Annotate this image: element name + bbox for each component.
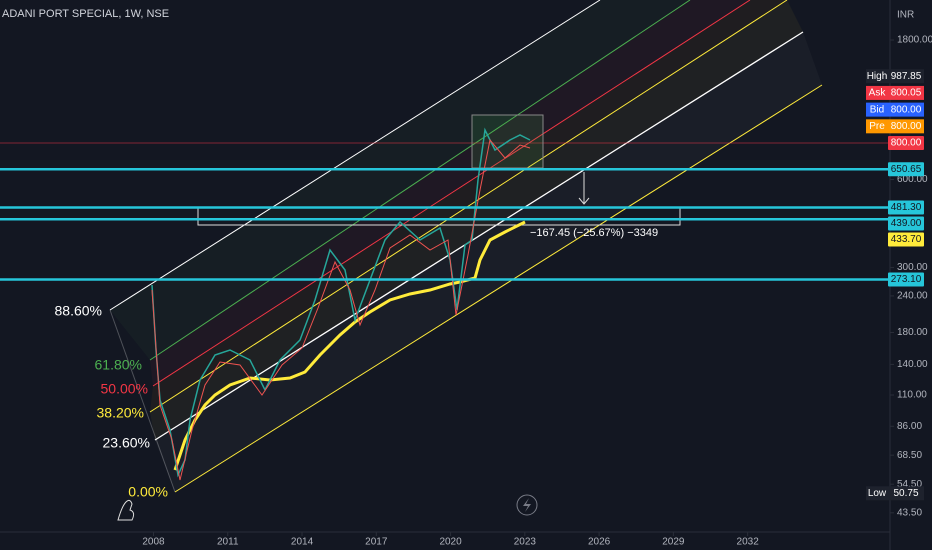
logo xyxy=(117,499,135,521)
quote-tag xyxy=(866,119,888,134)
price-badge-label: 273.10 xyxy=(891,274,922,285)
price-line xyxy=(151,138,531,481)
moving-average xyxy=(173,220,526,471)
price-badge xyxy=(888,272,924,287)
y-tick-label: 1800.00 xyxy=(897,35,932,46)
fib-edge xyxy=(109,309,176,493)
replay-icon xyxy=(523,498,531,512)
quote-value-label: 800.00 xyxy=(891,104,922,115)
y-tick-label: 68.50 xyxy=(897,450,922,461)
x-tick-label: 2032 xyxy=(737,537,760,548)
fib-line xyxy=(174,84,823,493)
fib-label: 23.60% xyxy=(103,435,150,451)
price-badge xyxy=(888,232,924,247)
y-tick-label: 600.00 xyxy=(897,174,928,185)
fib-line xyxy=(149,0,788,413)
fib-line xyxy=(152,0,751,387)
price-badge-label: 50.75 xyxy=(893,488,918,499)
quote-tag-label: Bid xyxy=(870,104,884,115)
y-tick-label: 110.00 xyxy=(897,390,927,401)
y-tick-label: 140.00 xyxy=(897,359,928,370)
price-badge xyxy=(888,200,924,215)
y-tick-label: 180.00 xyxy=(897,327,928,338)
quote-tag xyxy=(866,85,888,100)
quote-tag xyxy=(866,102,888,117)
quote-value xyxy=(888,119,924,134)
y-tick-label: 54.50 xyxy=(897,479,922,490)
y-tick-label: 43.50 xyxy=(897,507,922,518)
x-tick-label: 2011 xyxy=(217,537,239,548)
quote-value xyxy=(888,85,924,100)
price-badge-label: 481.30 xyxy=(891,202,922,213)
quote-value xyxy=(888,69,924,84)
y-tick-label: 300.00 xyxy=(897,262,928,273)
y-tick-label: 86.00 xyxy=(897,421,922,432)
price-badge xyxy=(888,162,924,177)
price-badge-label: 800.00 xyxy=(891,138,922,149)
replay-icon[interactable] xyxy=(516,494,538,516)
x-tick-label: 2017 xyxy=(365,537,388,548)
price-badge-label: 650.65 xyxy=(891,164,922,175)
quote-value-label: 987.85 xyxy=(891,71,922,82)
quote-value-label: 800.05 xyxy=(891,88,922,99)
fib-label: 38.20% xyxy=(97,405,144,421)
fib-line xyxy=(109,0,601,311)
x-tick-label: 2008 xyxy=(142,537,165,548)
quote-tag xyxy=(866,69,888,84)
fib-label: 0.00% xyxy=(128,484,168,500)
band xyxy=(110,0,690,360)
fib-line xyxy=(149,0,691,361)
quote-value xyxy=(888,102,924,117)
chart-title: ADANI PORT SPECIAL, 1W, NSE xyxy=(2,8,169,20)
x-tick-label: 2023 xyxy=(514,537,537,548)
fib-label: 61.80% xyxy=(95,357,142,373)
price-badge xyxy=(888,136,924,151)
price-badge xyxy=(888,216,924,231)
fib-label: 88.60% xyxy=(55,303,102,319)
fib-line xyxy=(154,31,804,441)
price-badge-label: 439.00 xyxy=(891,218,922,229)
measure-arrow xyxy=(578,197,590,205)
quote-tag xyxy=(866,486,888,501)
quote-value-label: 800.00 xyxy=(891,121,922,132)
price-line xyxy=(151,127,531,478)
quote-tag-label: High xyxy=(867,71,888,82)
quote-tag-label: Low xyxy=(868,488,887,499)
x-tick-label: 2029 xyxy=(662,537,685,548)
x-tick-label: 2020 xyxy=(439,537,462,548)
price-badge-label: 433.70 xyxy=(891,234,922,245)
price-badge xyxy=(888,486,924,501)
x-tick-label: 2026 xyxy=(588,537,611,548)
quote-tag-label: Pre xyxy=(869,121,885,132)
quote-tag-label: Ask xyxy=(869,88,887,99)
fib-label: 50.00% xyxy=(101,381,148,397)
x-tick-label: 2014 xyxy=(291,537,314,548)
measure-label: −167.45 (−25.67%) −3349 xyxy=(530,227,658,239)
y-tick-label: 240.00 xyxy=(897,291,928,302)
axis-unit: INR xyxy=(897,10,914,21)
